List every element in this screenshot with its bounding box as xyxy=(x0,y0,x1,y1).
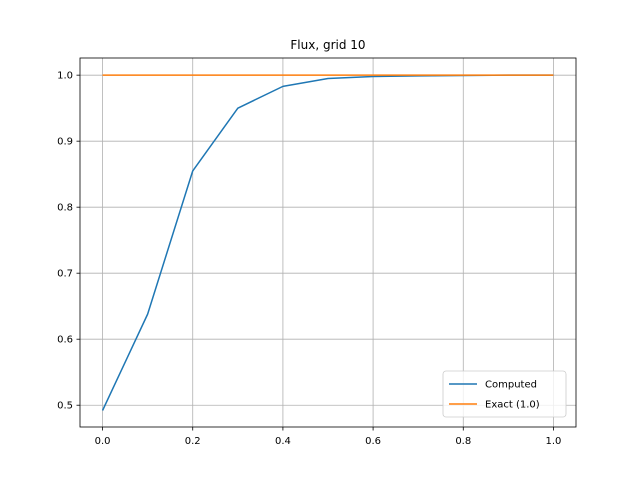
y-tick-label: 0.8 xyxy=(57,203,73,214)
y-tick-label: 0.9 xyxy=(57,137,73,148)
x-tick-label: 0.8 xyxy=(455,436,471,447)
legend: Computed Exact (1.0) xyxy=(442,370,567,418)
legend-label: Exact (1.0) xyxy=(485,400,540,411)
legend-box xyxy=(442,370,567,418)
chart-title: Flux, grid 10 xyxy=(290,38,365,52)
series-line-1 xyxy=(101,74,554,411)
axes-frame xyxy=(79,57,577,428)
axis-ticks: 0.0 0.2 0.4 0.6 0.8 1.0 0.5 0.6 0.7 0.8 0.9 1.0 xyxy=(57,71,561,447)
series-lines xyxy=(101,74,554,411)
x-tick-label: 0.2 xyxy=(185,436,201,447)
x-tick-label: 0.4 xyxy=(275,436,291,447)
y-tick-label: 0.7 xyxy=(57,269,73,280)
legend-label: Computed xyxy=(485,380,537,391)
x-tick-label: 1.0 xyxy=(546,436,562,447)
y-tick-label: 0.5 xyxy=(57,401,73,412)
y-tick-label: 1.0 xyxy=(57,71,73,82)
x-tick-label: 0.6 xyxy=(365,436,381,447)
y-tick-label: 0.6 xyxy=(57,335,73,346)
x-tick-label: 0.0 xyxy=(95,436,111,447)
